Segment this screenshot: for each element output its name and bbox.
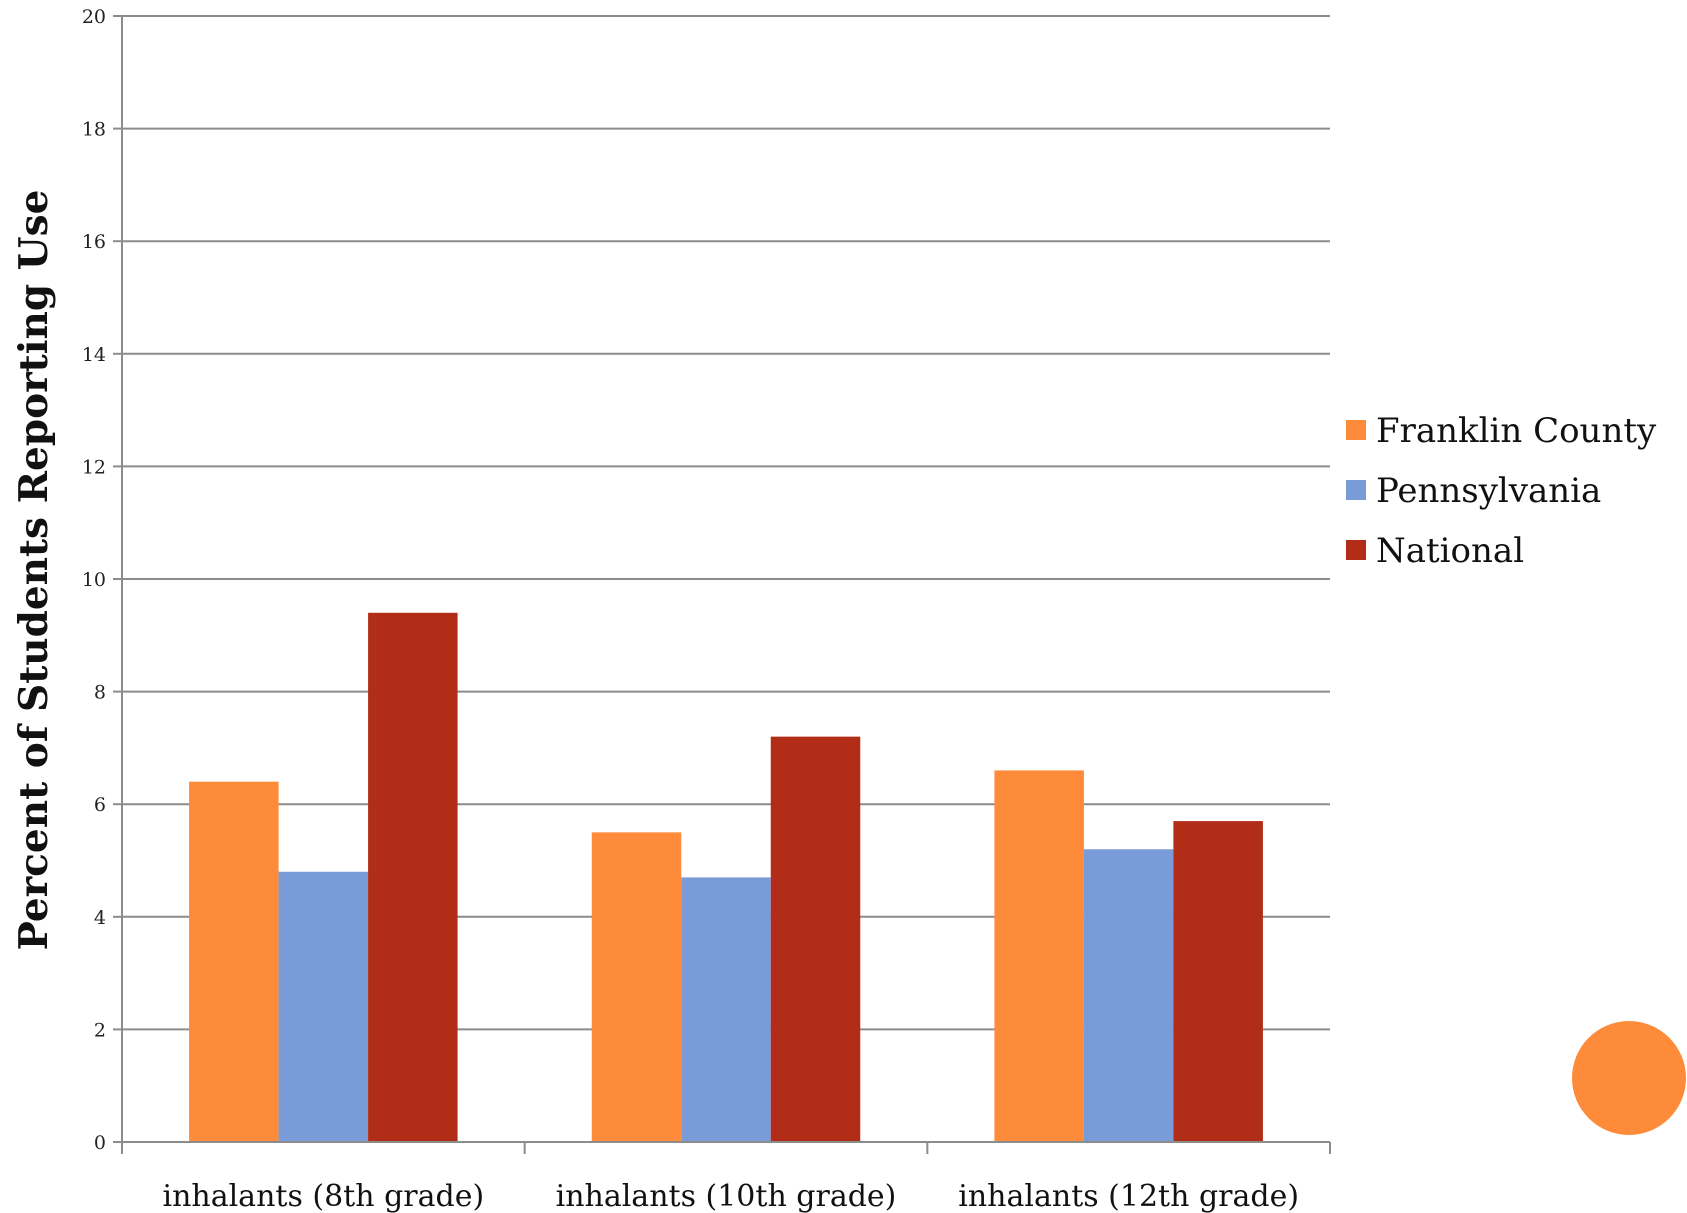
y-tick-label: 2 [94, 1019, 106, 1041]
legend-label: Franklin County [1376, 411, 1657, 451]
bars [189, 612, 1263, 1142]
y-tick-label: 14 [82, 344, 106, 366]
bar-national [770, 736, 861, 1142]
legend-label: Pennsylvania [1376, 471, 1601, 511]
bar-franklin-county [591, 832, 682, 1142]
y-tick-label: 4 [94, 907, 106, 929]
bar-pennsylvania [1083, 849, 1174, 1142]
category-labels: inhalants (8th grade) inhalants (10th gra… [162, 1179, 1299, 1213]
bar-pennsylvania [278, 871, 369, 1142]
bar-national [1173, 821, 1263, 1142]
bar-franklin-county [189, 781, 279, 1142]
y-axis-title: Percent of Students Reporting Use [11, 190, 57, 951]
x-category-label: inhalants (8th grade) [162, 1179, 484, 1213]
y-tick-labels: 0 2 4 6 8 10 12 14 16 18 20 [82, 6, 106, 1154]
axes [113, 15, 1331, 1154]
y-tick-label: 10 [82, 569, 106, 591]
decoration-circle [1572, 1021, 1686, 1135]
y-tick-label: 20 [82, 6, 106, 28]
legend: Franklin County Pennsylvania National [1346, 411, 1657, 571]
bar-franklin-county [994, 770, 1084, 1142]
y-tick-label: 18 [82, 119, 106, 141]
y-tick-label: 8 [94, 682, 106, 704]
bar-pennsylvania [681, 877, 771, 1142]
y-tick-label: 16 [82, 231, 106, 253]
x-category-label: inhalants (10th grade) [556, 1179, 897, 1213]
y-tick-label: 12 [82, 456, 106, 478]
legend-label: National [1376, 531, 1524, 571]
x-category-label: inhalants (12th grade) [958, 1179, 1299, 1213]
legend-swatch [1346, 480, 1366, 500]
legend-swatch [1346, 420, 1366, 440]
bar-national [368, 612, 458, 1142]
legend-swatch [1346, 540, 1366, 560]
y-tick-label: 0 [94, 1132, 106, 1154]
y-tick-label: 6 [94, 794, 106, 816]
